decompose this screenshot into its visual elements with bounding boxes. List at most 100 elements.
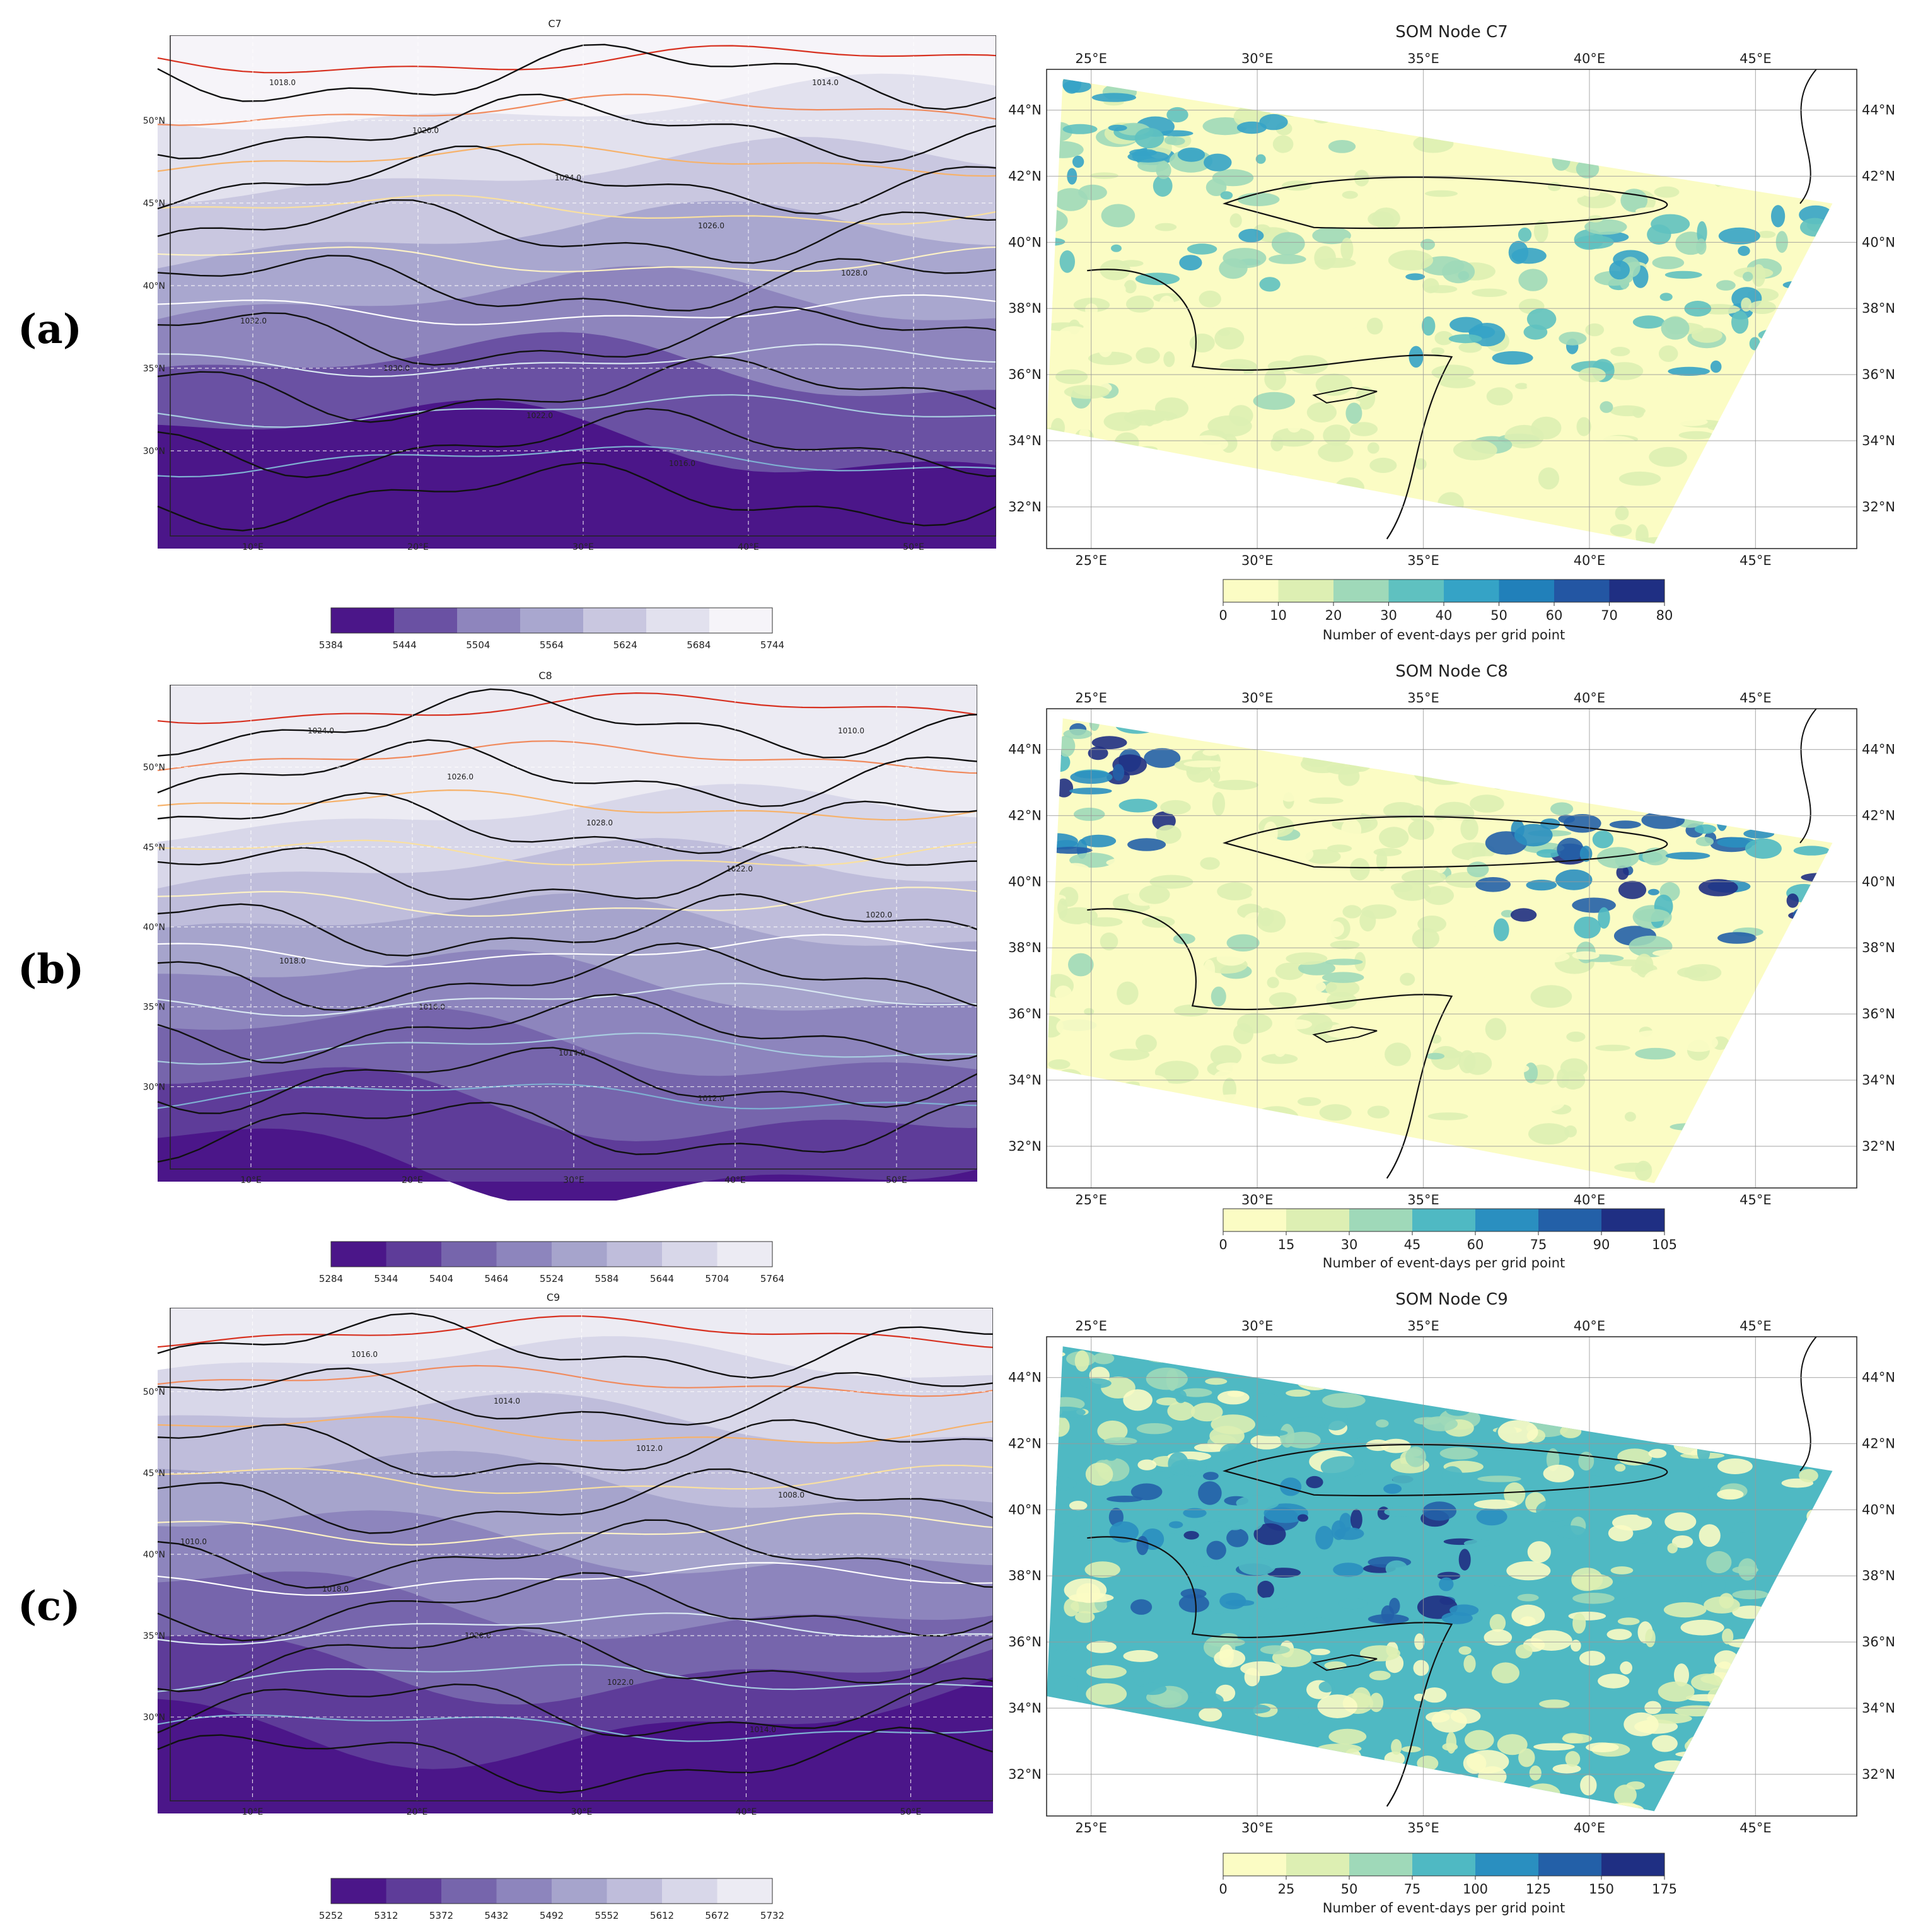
som-cell (1450, 1708, 1481, 1724)
som-cell (1238, 228, 1264, 243)
som-cell (1113, 284, 1126, 296)
som-colorbar-swatch (1554, 579, 1610, 602)
lat-tick-label-right: 44°N (1862, 103, 1895, 118)
som-cell (1327, 844, 1352, 853)
geopotential-map-c-svg: 1016.01014.01012.01008.01010.01018.01020… (143, 1308, 993, 1817)
som-cell (1401, 1746, 1421, 1753)
som-cell (1536, 1091, 1565, 1112)
som-cell (1226, 934, 1260, 951)
som-cell (1614, 1162, 1652, 1172)
som-cell (1259, 113, 1288, 131)
som-cell (1143, 1471, 1174, 1479)
som-cell (1652, 375, 1671, 390)
isobar-contour (157, 306, 996, 366)
som-cell (1704, 1596, 1740, 1614)
som-cell (1617, 1448, 1653, 1466)
som-cell (1306, 402, 1337, 423)
lat-tick-label: 30°N (143, 1082, 165, 1092)
lon-tick-label-bottom: 40°E (1574, 1192, 1606, 1208)
som-cell (1511, 248, 1547, 264)
som-cell (1108, 867, 1150, 888)
som-cell (1610, 959, 1647, 967)
isobar-label: 1022.0 (726, 864, 753, 873)
som-cell (1460, 817, 1478, 841)
colorbar-swatch (662, 1242, 717, 1267)
som-cell (1618, 1093, 1655, 1102)
som-cell (1136, 1423, 1173, 1434)
isobar-label: 1018.0 (269, 78, 296, 87)
som-cell (1057, 898, 1068, 919)
som-cell (1572, 951, 1600, 960)
som-cell (1084, 1561, 1120, 1578)
som-cell (1350, 1041, 1382, 1060)
som-cell (1200, 857, 1220, 870)
isobar-label: 1022.0 (607, 1678, 634, 1687)
som-cell (1271, 232, 1305, 255)
som-cell (1402, 870, 1446, 885)
som-cell (1253, 392, 1295, 410)
som-colorbar-c: 0 25 50 75 100 125 150 175 (1211, 1851, 1677, 1898)
som-cell (1369, 1670, 1391, 1680)
som-cell (1233, 1023, 1253, 1044)
lat-tick-label-left: 32°N (1008, 1767, 1042, 1782)
som-cell (1585, 323, 1605, 337)
som-cell (1610, 347, 1630, 356)
lat-tick-label-right: 38°N (1862, 1568, 1895, 1583)
som-map-title-b: SOM Node C8 (1395, 662, 1508, 681)
som-cell (1191, 832, 1221, 850)
lon-tick-label: 50°E (903, 542, 924, 552)
som-cell (1202, 748, 1219, 756)
som-cell (1593, 436, 1637, 454)
colorbar-swatch (552, 1242, 607, 1267)
som-cell (1333, 1562, 1364, 1577)
som-cell (1086, 1641, 1117, 1653)
som-cell (1384, 1506, 1418, 1517)
som-cell (1167, 1401, 1195, 1421)
colorbar-tick-label: 5252 (319, 1910, 343, 1921)
som-cell (1699, 1524, 1721, 1547)
som-cell (1269, 254, 1306, 264)
mediterranean-coastline (1087, 908, 1453, 1179)
som-colorbar-tick-label: 60 (1467, 1237, 1484, 1252)
som-cell (1472, 288, 1507, 297)
som-colorbar-swatch (1278, 579, 1334, 602)
som-cell (1205, 178, 1227, 196)
som-cell (1103, 1437, 1137, 1445)
temperature-contour (157, 934, 977, 968)
som-cell (1211, 1414, 1255, 1434)
som-cell (1497, 1420, 1538, 1445)
som-cell (1592, 830, 1614, 849)
lon-tick-label-bottom: 25°E (1075, 1192, 1107, 1208)
isobar-label: 1024.0 (308, 726, 334, 735)
som-cell (1334, 317, 1362, 329)
som-cell (1199, 1708, 1223, 1722)
som-cell (1722, 1628, 1734, 1644)
colorbar-frame (330, 1241, 773, 1267)
som-cell (1062, 79, 1091, 93)
som-cell (1267, 1568, 1301, 1578)
som-cell (1136, 347, 1160, 364)
colorbar-frame (330, 1878, 773, 1904)
som-cell (1086, 917, 1123, 927)
som-cell (1250, 1434, 1282, 1450)
som-colorbar-tick-label: 100 (1463, 1882, 1488, 1897)
isobar-contour (157, 255, 996, 311)
lat-tick-label-right: 36°N (1862, 1006, 1895, 1021)
colorbar-tick-label: 5344 (374, 1273, 398, 1284)
som-cell (1634, 909, 1670, 922)
som-cell (1076, 1583, 1101, 1603)
som-cell (1515, 383, 1529, 390)
lat-tick-label-right: 42°N (1862, 1436, 1895, 1451)
isobar-contour (157, 1519, 993, 1589)
som-colorbar-swatch (1499, 579, 1555, 602)
som-cell (1501, 1063, 1530, 1074)
som-colorbar-tick-label: 50 (1490, 608, 1507, 623)
som-cell (1269, 992, 1297, 1008)
lat-tick-label: 35°N (143, 1631, 165, 1641)
black-sea-coastline (1223, 1443, 1668, 1497)
lat-tick-label-left: 36°N (1008, 1006, 1042, 1021)
som-cell (1610, 1566, 1634, 1574)
som-cell (1328, 140, 1356, 153)
lon-tick-label-top: 30°E (1241, 51, 1274, 66)
geopotential-map-a: 1018.0 1020.0 1024.0 1026.0 1028.0 1032.0 1030… (113, 35, 996, 567)
